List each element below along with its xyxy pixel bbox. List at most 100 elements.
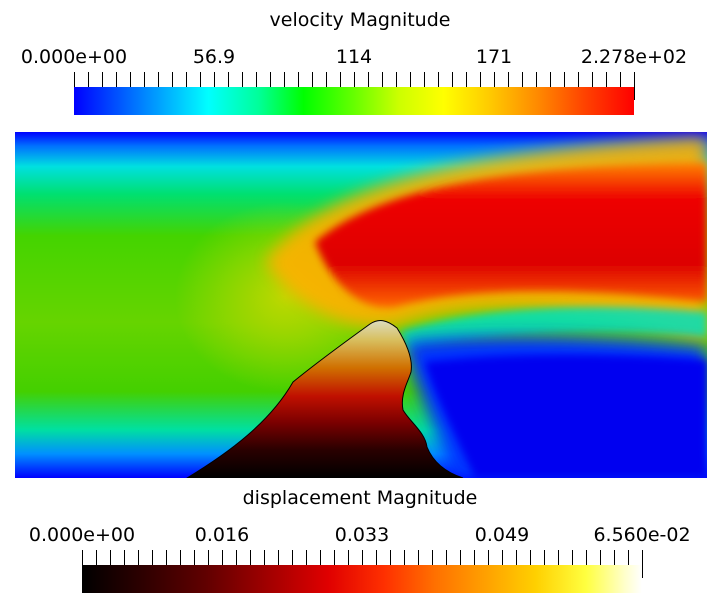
tick-mark <box>110 550 111 565</box>
displacement-color-bar <box>82 565 642 593</box>
tick-mark <box>186 72 187 87</box>
tick-mark <box>270 72 271 87</box>
tick-mark <box>600 550 601 565</box>
tick-mark <box>488 550 489 565</box>
tick-mark <box>298 72 299 87</box>
tick-mark <box>158 72 159 87</box>
tick-mark <box>320 550 321 565</box>
displacement-tick-label: 6.560e-02 <box>593 524 691 546</box>
tick-mark <box>200 72 201 87</box>
tick-mark <box>480 72 481 87</box>
tick-mark <box>172 72 173 87</box>
tick-mark <box>508 72 509 87</box>
tick-mark <box>116 72 117 87</box>
tick-mark <box>348 550 349 565</box>
velocity-legend-title: velocity Magnitude <box>269 9 451 31</box>
tick-mark <box>340 72 341 87</box>
tick-mark <box>82 550 83 578</box>
displacement-tick-label: 0.000e+00 <box>28 524 136 546</box>
tick-mark <box>606 72 607 87</box>
tick-mark <box>292 550 293 565</box>
tick-mark <box>390 550 391 565</box>
tick-mark <box>376 550 377 565</box>
tick-mark <box>592 72 593 87</box>
velocity-field-plot <box>15 132 707 478</box>
tick-mark <box>180 550 181 565</box>
velocity-tick-label: 56.9 <box>192 46 236 68</box>
tick-mark <box>494 72 495 100</box>
tick-mark <box>432 550 433 565</box>
tick-mark <box>256 72 257 87</box>
tick-mark <box>460 550 461 565</box>
tick-mark <box>242 72 243 87</box>
tick-mark <box>502 550 503 578</box>
tick-mark <box>452 72 453 87</box>
tick-mark <box>236 550 237 565</box>
tick-mark <box>404 550 405 565</box>
tick-mark <box>96 550 97 565</box>
tick-mark <box>536 72 537 87</box>
tick-mark <box>558 550 559 565</box>
tick-mark <box>334 550 335 565</box>
tick-mark <box>222 550 223 578</box>
velocity-tick-label: 114 <box>335 46 373 68</box>
tick-mark <box>194 550 195 565</box>
tick-mark <box>208 550 209 565</box>
tick-mark <box>362 550 363 578</box>
tick-mark <box>306 550 307 565</box>
tick-mark <box>326 72 327 87</box>
tick-mark <box>250 550 251 565</box>
tick-mark <box>138 550 139 565</box>
velocity-tick-marks <box>74 72 635 100</box>
tick-mark <box>418 550 419 565</box>
tick-mark <box>354 72 355 100</box>
tick-mark <box>578 72 579 87</box>
tick-mark <box>214 72 215 100</box>
tick-mark <box>124 550 125 565</box>
tick-mark <box>544 550 545 565</box>
tick-mark <box>228 72 229 87</box>
tick-mark <box>130 72 131 87</box>
tick-mark <box>522 72 523 87</box>
tick-mark <box>152 550 153 565</box>
velocity-color-bar <box>74 87 634 115</box>
tick-mark <box>438 72 439 87</box>
tick-mark <box>466 72 467 87</box>
velocity-tick-label: 0.000e+00 <box>20 46 128 68</box>
tick-mark <box>382 72 383 87</box>
tick-mark <box>368 72 369 87</box>
deformed-solid <box>186 320 464 478</box>
tick-mark <box>424 72 425 87</box>
tick-mark <box>620 72 621 87</box>
displacement-tick-label: 0.049 <box>474 524 530 546</box>
tick-mark <box>278 550 279 565</box>
tick-mark <box>410 72 411 87</box>
tick-mark <box>614 550 615 565</box>
tick-mark <box>312 72 313 87</box>
displacement-tick-marks <box>82 550 643 578</box>
tick-mark <box>474 550 475 565</box>
tick-mark <box>102 72 103 87</box>
tick-mark <box>516 550 517 565</box>
tick-mark <box>572 550 573 565</box>
tick-mark <box>550 72 551 87</box>
tick-mark <box>586 550 587 565</box>
tick-mark <box>628 550 629 565</box>
displacement-tick-label: 0.033 <box>334 524 390 546</box>
tick-mark <box>74 72 75 100</box>
tick-mark <box>446 550 447 565</box>
velocity-tick-label: 2.278e+02 <box>580 46 688 68</box>
displacement-legend-title: displacement Magnitude <box>242 487 478 509</box>
tick-mark <box>88 72 89 87</box>
velocity-tick-label: 171 <box>475 46 513 68</box>
tick-mark <box>166 550 167 565</box>
tick-mark <box>264 550 265 565</box>
tick-mark <box>284 72 285 87</box>
tick-mark <box>144 72 145 87</box>
tick-mark <box>530 550 531 565</box>
tick-mark <box>564 72 565 87</box>
tick-mark <box>634 72 635 100</box>
displacement-tick-label: 0.016 <box>194 524 250 546</box>
tick-mark <box>642 550 643 578</box>
tick-mark <box>396 72 397 87</box>
